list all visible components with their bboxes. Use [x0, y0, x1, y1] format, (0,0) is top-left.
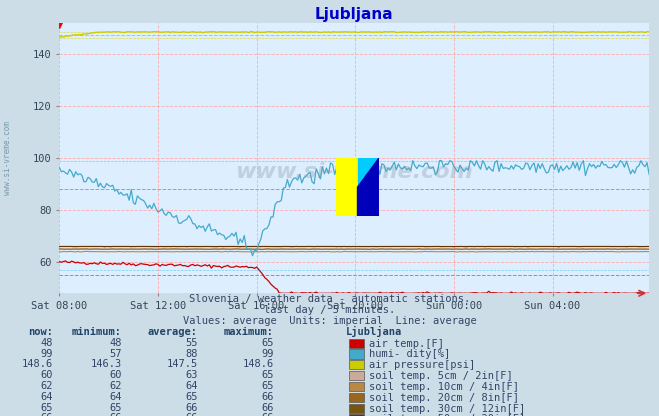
- Text: Ljubljana: Ljubljana: [346, 326, 402, 337]
- Text: 48: 48: [40, 338, 53, 348]
- Text: 48: 48: [109, 338, 122, 348]
- Polygon shape: [357, 158, 379, 187]
- Text: last day / 5 minutes.: last day / 5 minutes.: [264, 305, 395, 315]
- Text: 64: 64: [40, 392, 53, 402]
- Text: 66: 66: [261, 414, 273, 416]
- Text: 99: 99: [261, 349, 273, 359]
- Text: 57: 57: [109, 349, 122, 359]
- Text: 147.5: 147.5: [167, 359, 198, 369]
- Text: 64: 64: [109, 392, 122, 402]
- Text: 66: 66: [109, 414, 122, 416]
- Text: www.si-vreme.com: www.si-vreme.com: [235, 161, 473, 182]
- Text: soil temp. 50cm / 20in[F]: soil temp. 50cm / 20in[F]: [369, 414, 525, 416]
- Text: 65: 65: [261, 338, 273, 348]
- Text: 62: 62: [40, 381, 53, 391]
- Title: Ljubljana: Ljubljana: [315, 7, 393, 22]
- Text: soil temp. 20cm / 8in[F]: soil temp. 20cm / 8in[F]: [369, 393, 519, 403]
- Text: air pressure[psi]: air pressure[psi]: [369, 360, 475, 370]
- Polygon shape: [357, 158, 379, 216]
- Text: average:: average:: [148, 327, 198, 337]
- Text: humi- dity[%]: humi- dity[%]: [369, 349, 450, 359]
- Polygon shape: [336, 158, 357, 216]
- Text: 65: 65: [185, 392, 198, 402]
- Text: air temp.[F]: air temp.[F]: [369, 339, 444, 349]
- Text: 146.3: 146.3: [91, 359, 122, 369]
- Text: www.si-vreme.com: www.si-vreme.com: [3, 121, 13, 195]
- Text: 65: 65: [261, 381, 273, 391]
- Text: Slovenia / weather data - automatic stations.: Slovenia / weather data - automatic stat…: [189, 294, 470, 304]
- Text: 60: 60: [40, 370, 53, 380]
- Text: 66: 66: [261, 392, 273, 402]
- Text: 65: 65: [40, 403, 53, 413]
- Text: maximum:: maximum:: [223, 327, 273, 337]
- Text: Values: average  Units: imperial  Line: average: Values: average Units: imperial Line: av…: [183, 316, 476, 326]
- Text: 66: 66: [40, 414, 53, 416]
- Text: 65: 65: [261, 370, 273, 380]
- Text: 66: 66: [185, 403, 198, 413]
- Text: 88: 88: [185, 349, 198, 359]
- Text: 148.6: 148.6: [22, 359, 53, 369]
- Text: 63: 63: [185, 370, 198, 380]
- Text: 55: 55: [185, 338, 198, 348]
- Text: 65: 65: [109, 403, 122, 413]
- Text: 99: 99: [40, 349, 53, 359]
- Text: soil temp. 5cm / 2in[F]: soil temp. 5cm / 2in[F]: [369, 371, 513, 381]
- Text: 148.6: 148.6: [243, 359, 273, 369]
- Text: 62: 62: [109, 381, 122, 391]
- Text: minimum:: minimum:: [72, 327, 122, 337]
- Text: soil temp. 10cm / 4in[F]: soil temp. 10cm / 4in[F]: [369, 382, 519, 392]
- Text: 64: 64: [185, 381, 198, 391]
- Text: now:: now:: [28, 327, 53, 337]
- Text: 60: 60: [109, 370, 122, 380]
- Text: 66: 66: [261, 403, 273, 413]
- Text: soil temp. 30cm / 12in[F]: soil temp. 30cm / 12in[F]: [369, 404, 525, 414]
- Text: 66: 66: [185, 414, 198, 416]
